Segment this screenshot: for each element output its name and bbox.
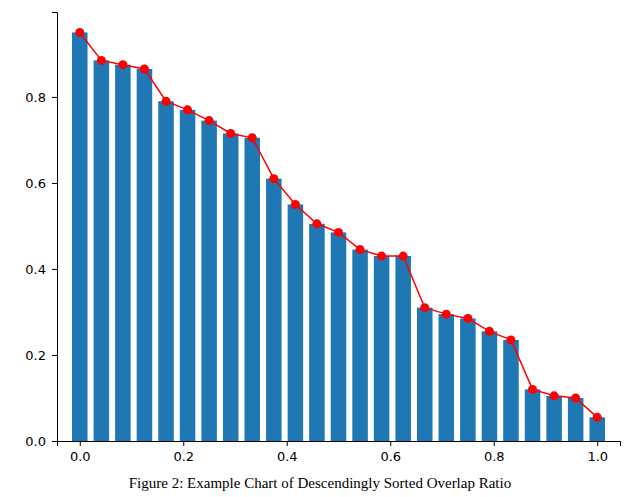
tick: 0.6 [380,441,401,464]
tick: 0.6 [25,176,57,191]
y-axis: 0.0 0.2 0.4 0.6 0.8 [25,13,57,449]
tick-mark [390,441,391,446]
tick: 0.4 [25,262,57,277]
tick-label: 0.2 [25,348,46,363]
bars [72,32,605,441]
bar [137,69,153,441]
tick-label: 1.0 [587,449,608,464]
tick-label: 0.2 [173,449,194,464]
tick-mark [494,441,495,446]
marker [334,228,343,237]
bar [201,121,217,441]
marker [485,327,494,336]
marker [550,391,559,400]
marker [312,219,321,228]
marker [183,105,192,114]
bar [439,314,455,441]
tick-mark [52,441,57,442]
bar [288,204,304,441]
axis-line [52,13,58,442]
plot: 0.0 0.2 0.4 0.6 0.8 1.0 0.0 0.2 0.4 0.6 0.8 [25,13,620,465]
marker [593,413,602,422]
tick-mark [52,97,57,98]
bar [72,32,88,441]
bar [180,110,196,441]
tick-label: 0.0 [25,434,46,449]
bar [460,318,476,441]
marker [269,174,278,183]
bar [374,256,390,441]
tick-label: 0.8 [25,90,46,105]
tick: 0.0 [25,434,57,449]
marker [377,252,386,261]
marker [442,310,451,319]
marker [528,385,537,394]
marker [571,393,580,402]
bar [546,396,562,441]
line [80,32,597,417]
tick-label: 0.8 [484,449,505,464]
marker [463,314,472,323]
marker [140,64,149,73]
tick-mark [80,441,81,446]
marker [162,97,171,106]
marker [506,335,515,344]
tick-mark [287,441,288,446]
marker [399,252,408,261]
marker [248,133,257,142]
marker [420,303,429,312]
bar [223,133,239,441]
tick-mark [183,441,184,446]
axis-line [58,442,621,447]
x-axis: 0.0 0.2 0.4 0.6 0.8 1.0 [58,441,621,464]
bar [525,389,541,441]
marker [205,116,214,125]
bar [352,250,368,441]
marks [72,28,605,441]
tick: 0.8 [25,90,57,105]
bar [266,179,282,441]
bar [331,232,347,441]
bar [244,138,260,441]
marker [97,56,106,65]
marker [226,129,235,138]
tick-label: 0.6 [380,449,401,464]
bar [395,256,411,441]
tick: 0.8 [484,441,505,464]
marker [291,200,300,209]
bar [309,224,325,441]
tick: 1.0 [587,441,608,464]
markers [75,28,601,422]
marker [118,60,127,69]
tick-label: 0.0 [70,449,91,464]
caption: Figure 2: Example Chart of Descendingly … [129,475,511,491]
tick-mark [52,183,57,184]
tick-mark [597,441,598,446]
marker [356,245,365,254]
tick-label: 0.4 [277,449,298,464]
bar [417,308,433,441]
tick-label: 0.6 [25,176,46,191]
bar [568,398,584,441]
tick-mark [52,269,57,270]
tick: 0.2 [25,348,57,363]
tick: 0.4 [277,441,298,464]
tick-label: 0.4 [25,262,46,277]
bar [482,331,498,441]
bar [503,340,519,441]
tick: 0.2 [173,441,194,464]
tick: 0.0 [70,441,91,464]
bar [115,65,131,441]
tick-mark [52,355,57,356]
marker [75,28,84,37]
bar [158,101,174,441]
chart: 0.0 0.2 0.4 0.6 0.8 1.0 0.0 0.2 0.4 0.6 0.8 Figure … [0,0,640,497]
bar [94,60,110,441]
